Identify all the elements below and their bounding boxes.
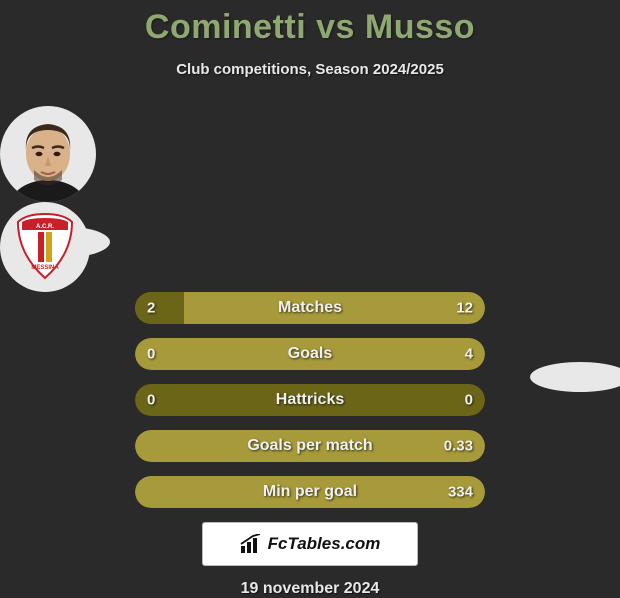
stat-value-right: 334	[448, 484, 473, 501]
svg-text:A.C.R.: A.C.R.	[36, 224, 54, 230]
stat-value-left: 0	[147, 346, 155, 363]
stat-label: Matches	[278, 299, 342, 317]
stat-value-left: 2	[147, 300, 155, 317]
stat-row: Goals per match 0.33	[135, 430, 485, 462]
stat-row: Matches 2 12	[135, 292, 485, 324]
page-title: Cominetti vs Musso	[0, 8, 620, 47]
stat-label: Min per goal	[263, 483, 357, 501]
stat-value-right: 4	[465, 346, 473, 363]
stat-label: Hattricks	[276, 391, 344, 409]
stat-label: Goals per match	[247, 437, 372, 455]
brand-badge: FcTables.com	[202, 522, 418, 566]
stat-row: Hattricks 0 0	[135, 384, 485, 416]
stat-bar-left-fill	[135, 292, 184, 324]
club-right-placeholder-ellipse	[530, 362, 620, 392]
stat-value-right: 0.33	[444, 438, 473, 455]
stats-area: A.C.R. MESSINA Matches 2 12 Goals 0 4 Hattrick…	[0, 106, 620, 508]
subtitle: Club competitions, Season 2024/2025	[0, 61, 620, 78]
stat-value-right: 0	[465, 392, 473, 409]
stat-row: Goals 0 4	[135, 338, 485, 370]
bar-chart-icon	[240, 534, 262, 554]
stat-bars: Matches 2 12 Goals 0 4 Hattricks 0 0 Goals per ma…	[135, 292, 485, 508]
stat-value-right: 12	[456, 300, 473, 317]
brand-text: FcTables.com	[268, 534, 381, 554]
svg-text:MESSINA: MESSINA	[31, 265, 59, 271]
stat-row: Min per goal 334	[135, 476, 485, 508]
player-photo-icon	[8, 114, 88, 202]
club-crest-icon: A.C.R. MESSINA	[14, 212, 76, 282]
stat-label: Goals	[288, 345, 332, 363]
date-line: 19 november 2024	[0, 580, 620, 598]
player-right-avatar	[0, 106, 96, 202]
comparison-container: Cominetti vs Musso Club competitions, Se…	[0, 0, 620, 598]
stat-value-left: 0	[147, 392, 155, 409]
